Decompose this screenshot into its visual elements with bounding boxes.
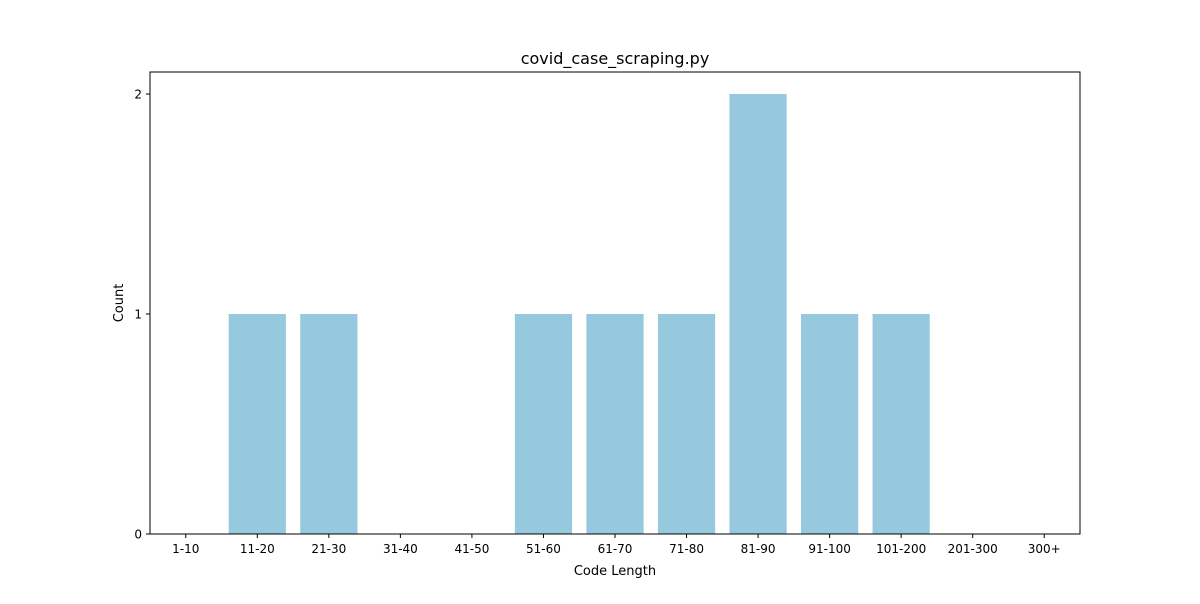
y-axis: 0 1 2 xyxy=(134,88,150,542)
bar-51-60 xyxy=(514,314,573,534)
y-tick-label: 0 xyxy=(134,528,142,542)
x-tick-label: 21-30 xyxy=(311,542,346,556)
x-tick-label: 101-200 xyxy=(876,542,926,556)
bar-61-70 xyxy=(586,314,644,534)
x-tick-label: 41-50 xyxy=(454,542,489,556)
bars-layer xyxy=(228,94,930,534)
bar-101-200 xyxy=(872,314,930,534)
x-tick-label: 61-70 xyxy=(598,542,633,556)
bar-21-30 xyxy=(300,314,358,534)
bar-91-100 xyxy=(801,314,859,534)
x-tick-label: 300+ xyxy=(1028,542,1061,556)
x-tick-label: 81-90 xyxy=(741,542,776,556)
bar-81-90 xyxy=(729,94,787,534)
y-tick-label: 2 xyxy=(134,88,142,102)
x-tick-label: 31-40 xyxy=(383,542,418,556)
bar-11-20 xyxy=(228,314,286,534)
x-axis: 1-10 11-20 21-30 31-40 41-50 51-60 61-70 71-80 8… xyxy=(172,534,1061,556)
x-tick-label: 51-60 xyxy=(526,542,561,556)
x-tick-label: 201-300 xyxy=(948,542,998,556)
y-tick-label: 1 xyxy=(134,308,142,322)
bar-71-80 xyxy=(657,314,716,534)
x-tick-label: 11-20 xyxy=(240,542,275,556)
y-axis-label: Count xyxy=(112,284,127,323)
x-tick-label: 1-10 xyxy=(172,542,199,556)
x-tick-label: 71-80 xyxy=(669,542,704,556)
x-axis-label: Code Length xyxy=(574,564,656,579)
chart-title: covid_case_scraping.py xyxy=(521,49,710,69)
x-tick-label: 91-100 xyxy=(808,542,851,556)
